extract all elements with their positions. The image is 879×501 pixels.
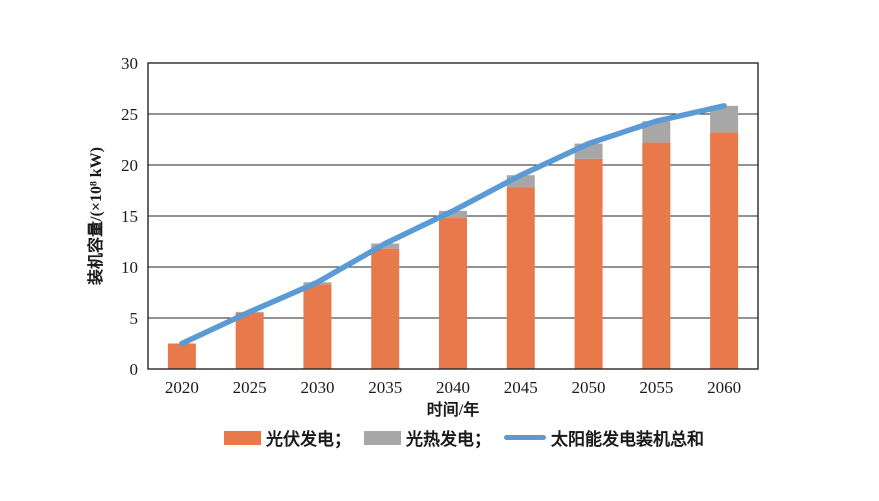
y-tick-label: 15 — [121, 207, 138, 226]
csp-legend-label: 光热发电； — [406, 430, 491, 449]
y-tick-label: 25 — [121, 105, 138, 124]
csp-bar — [439, 210, 467, 219]
pv-bar — [439, 218, 467, 369]
pv-bar — [642, 142, 671, 369]
pv-bar-swatch-icon — [224, 430, 261, 445]
chart-legend: 光伏发电； 光热发电； 太阳能发电装机总和 — [224, 425, 704, 450]
x-tick-label: 2050 — [572, 378, 606, 397]
total-line — [179, 103, 727, 347]
y-tick-label: 5 — [130, 309, 139, 328]
plot-border — [147, 62, 759, 370]
csp-bar-swatch-icon — [364, 430, 401, 445]
x-tick-label: 2060 — [707, 378, 741, 397]
y-tick-label: 30 — [121, 54, 138, 73]
pv-bar — [710, 132, 739, 369]
total-line-swatch-icon — [504, 435, 546, 440]
csp-bar — [642, 121, 671, 143]
x-tick-label: 2040 — [436, 378, 470, 397]
x-tick-label: 2030 — [300, 378, 334, 397]
y-axis-title: 装机容量/(×10⁸ kW) — [86, 147, 105, 286]
legend-item-pv: 光伏发电； — [224, 425, 351, 450]
y-tick-label: 20 — [121, 156, 138, 175]
pv-bar — [235, 312, 264, 369]
x-tick-label: 2055 — [639, 378, 673, 397]
pv-bar — [506, 187, 535, 369]
pv-bar — [303, 284, 332, 369]
x-axis-title: 时间/年 — [427, 400, 479, 419]
pv-bar — [371, 248, 400, 369]
y-tick-label: 0 — [130, 360, 139, 379]
pv-bar — [574, 158, 603, 369]
pv-bar — [167, 343, 196, 369]
total-legend-label: 太阳能发电装机总和 — [551, 430, 704, 449]
x-tick-label: 2035 — [368, 378, 402, 397]
x-tick-label: 2025 — [233, 378, 267, 397]
pv-legend-label: 光伏发电； — [266, 430, 351, 449]
x-tick-label: 2020 — [165, 378, 199, 397]
x-tick-label: 2045 — [504, 378, 538, 397]
y-tick-label: 10 — [121, 258, 138, 277]
legend-item-total: 太阳能发电装机总和 — [504, 425, 704, 450]
legend-item-csp: 光热发电； — [364, 425, 491, 450]
